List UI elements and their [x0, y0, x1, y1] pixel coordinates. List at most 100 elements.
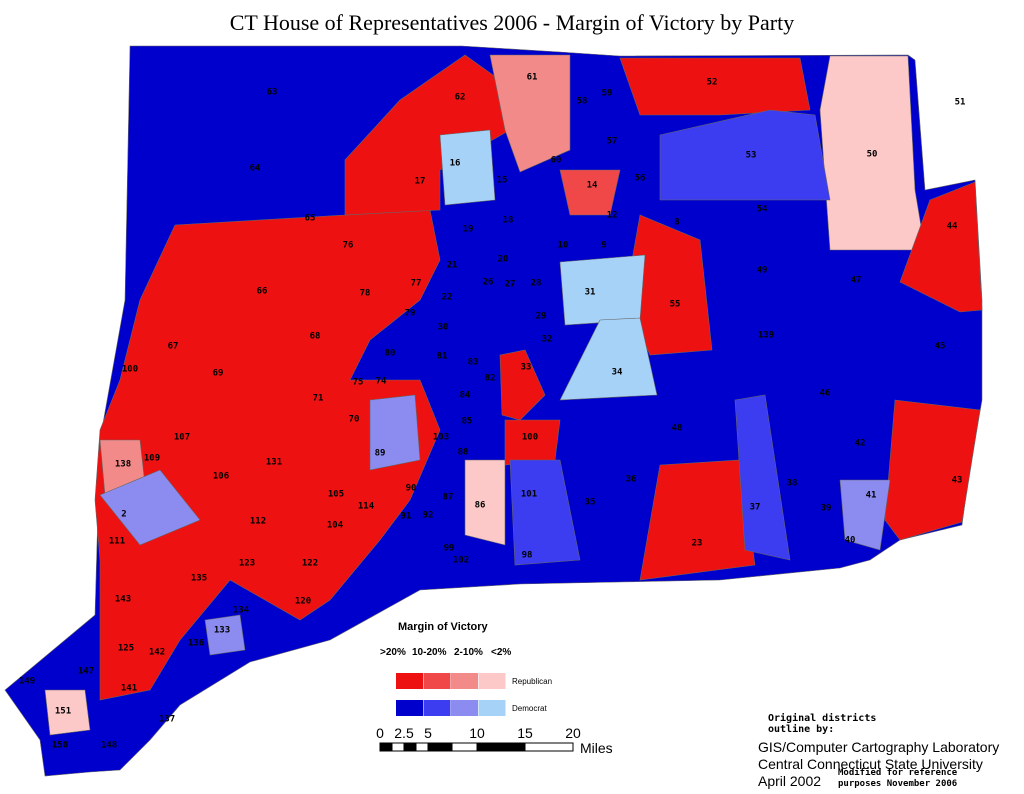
district-label: 71 [313, 394, 324, 404]
district-label: 59 [602, 89, 613, 99]
scale-segment [403, 742, 417, 752]
district-label: 64 [250, 164, 261, 174]
district-label: 141 [121, 684, 137, 694]
district-label: 98 [522, 551, 533, 561]
region [99, 469, 201, 546]
district-label: 38 [787, 479, 798, 489]
district-label: 112 [250, 517, 266, 527]
credit-line: Central Connecticut State University [758, 756, 983, 772]
district-label: 75 [353, 378, 364, 388]
district-label: 88 [458, 448, 469, 458]
district-label: 55 [670, 300, 681, 310]
region [44, 689, 91, 736]
district-label: 150 [52, 741, 68, 751]
district-label: 76 [343, 241, 354, 251]
legend-swatch [451, 673, 478, 689]
legend-range: >20% [380, 647, 406, 658]
district-label: 31 [585, 288, 596, 298]
legend-swatch [423, 700, 451, 716]
district-label: 78 [360, 289, 371, 299]
district-label: 104 [327, 521, 344, 531]
district-label: 15 [497, 176, 508, 186]
district-label: 100 [122, 365, 138, 375]
district-label: 54 [757, 205, 768, 215]
district-label: 83 [468, 358, 479, 368]
district-label: 58 [577, 97, 588, 107]
district-label: 67 [168, 342, 179, 352]
district-label: 45 [935, 342, 946, 352]
district-label: 17 [415, 177, 426, 187]
district-label: 87 [443, 493, 454, 503]
district-label: 29 [536, 312, 547, 322]
district-label: 74 [376, 377, 387, 387]
region [369, 394, 421, 471]
district-label: 149 [19, 677, 35, 687]
region [504, 419, 561, 466]
district-label: 90 [406, 484, 417, 494]
district-label: 99 [444, 544, 455, 554]
credit-line: April 2002 [758, 773, 821, 789]
region [204, 614, 246, 656]
district-label: 51 [955, 98, 966, 108]
scale-tick: 0 [376, 725, 384, 741]
district-label: 136 [188, 639, 204, 649]
district-label: 86 [475, 501, 486, 511]
district-label: 70 [349, 415, 360, 425]
district-label: 148 [101, 741, 117, 751]
district-label: 69 [213, 369, 224, 379]
credit-line: GIS/Computer Cartography Laboratory [758, 739, 999, 755]
scale-tick: 5 [424, 725, 432, 741]
district-label: 84 [460, 391, 471, 401]
district-label: 56 [635, 174, 646, 184]
district-label: 137 [159, 715, 175, 725]
district-label: 101 [521, 490, 537, 500]
region [499, 349, 546, 421]
district-label: 16 [450, 159, 461, 169]
legend-range: 10-20% [412, 647, 447, 658]
district-label: 122 [302, 559, 318, 569]
district-label: 62 [455, 93, 466, 103]
district-label: 41 [866, 491, 877, 501]
district-label: 36 [626, 475, 637, 485]
district-label: 50 [867, 150, 878, 160]
district-label: 79 [405, 309, 416, 319]
scale-segment [476, 742, 526, 752]
legend-swatch [478, 673, 506, 689]
region [559, 254, 646, 326]
district-label: 49 [757, 266, 768, 276]
scale-segment [415, 742, 429, 752]
district-label: 92 [423, 511, 434, 521]
scale-segment [391, 742, 405, 752]
state [4, 45, 983, 777]
district-label: 19 [463, 225, 474, 235]
district-label: 43 [952, 476, 963, 486]
legend-range: <2% [491, 647, 511, 658]
legend-label: Republican [512, 677, 552, 686]
region [839, 479, 891, 551]
district-label: 39 [821, 504, 832, 514]
legend-label: Democrat [512, 704, 547, 713]
district-label: 111 [109, 537, 125, 547]
legend-swatch [451, 700, 478, 716]
district-label: 103 [433, 433, 449, 443]
district-label: 106 [213, 472, 229, 482]
district-label: 9 [601, 241, 606, 251]
district-label: 8 [674, 218, 679, 228]
district-label: 89 [375, 449, 386, 459]
district-label: 120 [295, 597, 311, 607]
district-label: 27 [505, 280, 516, 290]
scale-unit: Miles [580, 740, 613, 756]
district-label: 10 [558, 241, 569, 251]
region [509, 459, 581, 566]
scale-tick: 20 [565, 725, 581, 741]
district-label: 125 [118, 644, 134, 654]
region [464, 459, 506, 546]
district-label: 40 [845, 536, 856, 546]
scale-tick: 15 [517, 725, 533, 741]
scale-segment [524, 742, 574, 752]
district-label: 33 [521, 363, 532, 373]
